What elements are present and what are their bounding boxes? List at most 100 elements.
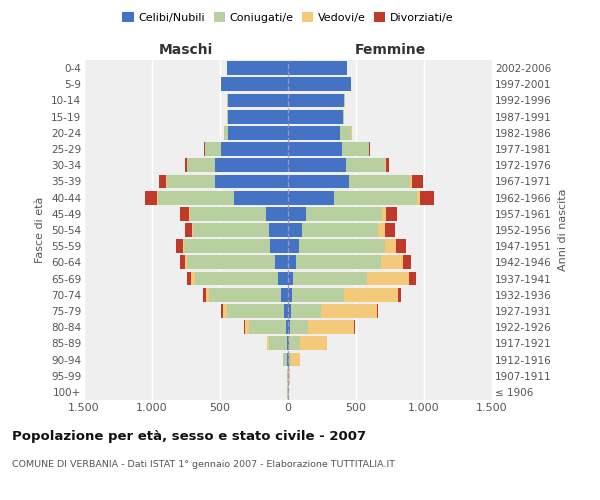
Bar	[288, 304, 291, 318]
Bar	[185, 256, 187, 270]
Bar	[180, 207, 190, 220]
Bar	[288, 110, 343, 124]
Bar	[193, 223, 269, 237]
Bar	[269, 223, 288, 237]
Bar	[281, 288, 288, 302]
Bar	[292, 288, 344, 302]
Bar	[288, 240, 299, 253]
Bar	[167, 174, 215, 188]
Bar	[343, 110, 344, 124]
Bar	[269, 336, 287, 350]
Bar	[275, 256, 288, 270]
Bar	[417, 190, 420, 204]
Bar	[288, 320, 290, 334]
Bar	[287, 352, 288, 366]
Bar	[381, 256, 403, 270]
Bar	[233, 190, 288, 204]
Bar	[190, 207, 266, 220]
Bar	[176, 240, 182, 253]
Y-axis label: Fasce di età: Fasce di età	[35, 197, 46, 263]
Bar	[290, 320, 308, 334]
Bar	[292, 352, 299, 366]
Bar	[205, 142, 221, 156]
Bar	[288, 336, 289, 350]
Bar	[382, 207, 386, 220]
Bar	[228, 110, 288, 124]
Bar	[288, 94, 344, 108]
Bar	[308, 320, 354, 334]
Bar	[385, 158, 386, 172]
Bar	[420, 190, 434, 204]
Bar	[288, 142, 342, 156]
Bar	[288, 126, 340, 140]
Bar	[367, 272, 409, 285]
Bar	[185, 223, 192, 237]
Bar	[299, 240, 385, 253]
Bar	[244, 320, 245, 334]
Bar	[377, 304, 379, 318]
Bar	[228, 126, 288, 140]
Bar	[288, 288, 292, 302]
Bar	[209, 288, 281, 302]
Bar	[215, 174, 288, 188]
Bar	[283, 352, 287, 366]
Bar	[288, 223, 302, 237]
Bar	[288, 272, 293, 285]
Bar	[278, 272, 288, 285]
Bar	[187, 256, 275, 270]
Bar	[398, 288, 401, 302]
Bar	[334, 190, 417, 204]
Bar	[185, 158, 187, 172]
Bar	[267, 336, 269, 350]
Bar	[342, 142, 369, 156]
Bar	[293, 272, 367, 285]
Bar	[288, 158, 346, 172]
Bar	[288, 190, 334, 204]
Bar	[187, 272, 191, 285]
Bar	[221, 304, 223, 318]
Bar	[288, 352, 289, 366]
Bar	[157, 190, 158, 204]
Bar	[320, 304, 377, 318]
Bar	[204, 142, 205, 156]
Bar	[289, 369, 290, 382]
Bar	[195, 272, 278, 285]
Bar	[410, 174, 412, 188]
Bar	[409, 272, 416, 285]
Bar	[344, 94, 345, 108]
Bar	[266, 207, 288, 220]
Bar	[296, 256, 381, 270]
Bar	[249, 320, 286, 334]
Bar	[180, 256, 185, 270]
Bar	[288, 174, 349, 188]
Bar	[344, 288, 398, 302]
Legend: Celibi/Nubili, Coniugati/e, Vedovi/e, Divorziati/e: Celibi/Nubili, Coniugati/e, Vedovi/e, Di…	[118, 8, 458, 28]
Bar	[221, 78, 288, 91]
Bar	[288, 256, 296, 270]
Bar	[354, 320, 355, 334]
Bar	[385, 223, 395, 237]
Bar	[403, 256, 411, 270]
Bar	[221, 142, 288, 156]
Bar	[166, 174, 167, 188]
Bar	[307, 207, 382, 220]
Bar	[300, 336, 328, 350]
Bar	[223, 304, 227, 318]
Bar	[245, 320, 249, 334]
Bar	[385, 240, 396, 253]
Bar	[145, 190, 157, 204]
Bar	[379, 223, 385, 237]
Bar	[182, 240, 184, 253]
Bar	[284, 304, 288, 318]
Bar	[349, 174, 410, 188]
Bar	[288, 61, 347, 75]
Bar	[396, 240, 406, 253]
Bar	[291, 304, 320, 318]
Bar	[206, 288, 209, 302]
Text: Femmine: Femmine	[355, 44, 425, 58]
Bar	[227, 304, 284, 318]
Bar	[187, 158, 215, 172]
Bar	[228, 94, 288, 108]
Bar	[203, 288, 206, 302]
Bar	[215, 158, 288, 172]
